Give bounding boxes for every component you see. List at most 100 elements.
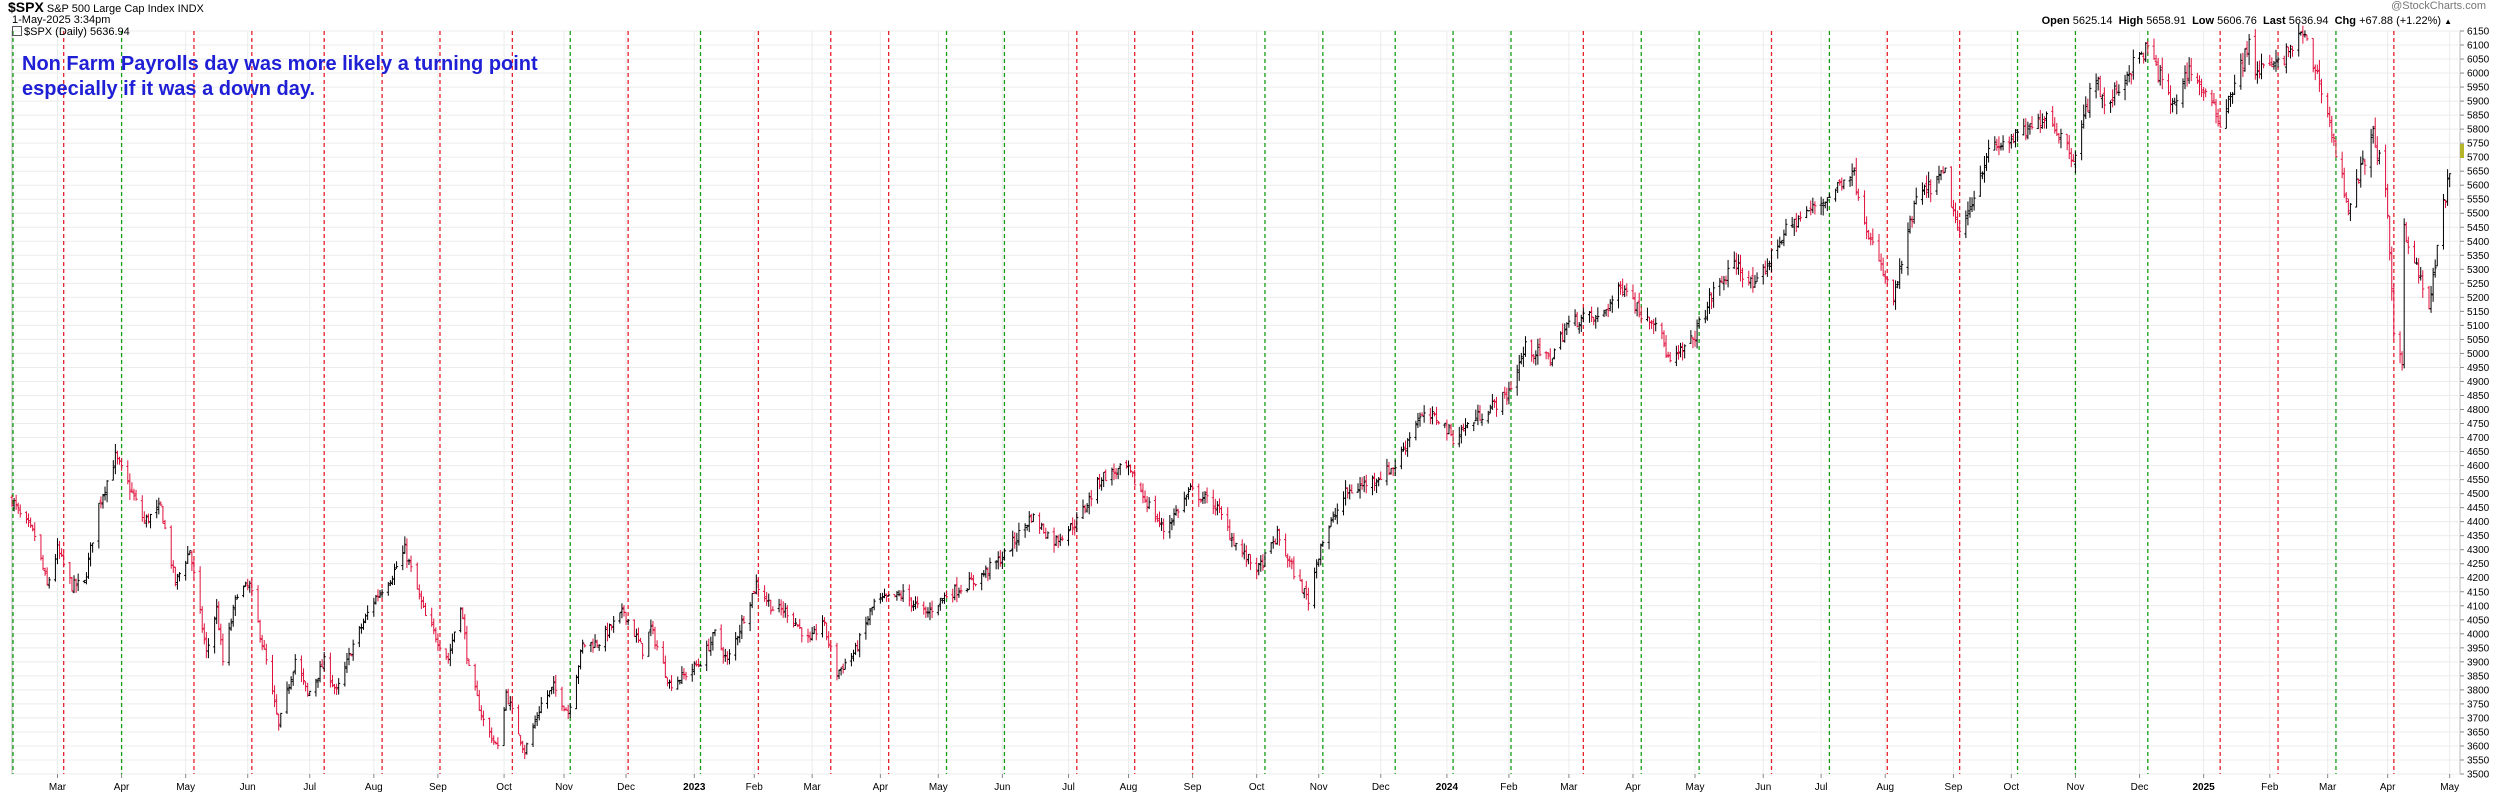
- y-tick-label: 3800: [2467, 685, 2490, 696]
- legend-text: $SPX (Daily) 5636.94: [24, 26, 130, 38]
- x-axis: Mar Apr May Jun Jul Aug Sep Oct Nov Dec 2023 Feb Mar…: [49, 774, 2459, 793]
- y-tick-label: 4150: [2467, 587, 2490, 598]
- last-value: 5636.94: [2288, 15, 2329, 27]
- y-tick-label: 5500: [2467, 209, 2490, 220]
- y-tick-label: 5100: [2467, 321, 2490, 332]
- high-label: High: [2118, 15, 2144, 27]
- x-tick-label: Nov: [555, 782, 573, 793]
- x-tick-label: May: [1686, 782, 1705, 793]
- x-tick-label: Mar: [804, 782, 822, 793]
- x-tick-label: Apr: [114, 782, 130, 793]
- annotation-line-1: Non Farm Payrolls day was more likely a …: [22, 53, 538, 75]
- y-tick-label: 3750: [2467, 699, 2490, 710]
- chart-datetime: 1-May-2025 3:34pm: [12, 14, 111, 26]
- y-tick-label: 6150: [2467, 27, 2490, 38]
- x-tick-label: May: [176, 782, 195, 793]
- y-tick-label: 4850: [2467, 391, 2490, 402]
- y-tick-label: 4000: [2467, 629, 2490, 640]
- y-tick-label: 4500: [2467, 489, 2490, 500]
- x-tick-label: Jul: [303, 782, 316, 793]
- y-tick-label: 5750: [2467, 139, 2490, 150]
- x-tick-label: 2023: [683, 782, 706, 793]
- annotation-note: Non Farm Payrolls day was more likely a …: [22, 52, 538, 102]
- y-tick-label: 3950: [2467, 643, 2490, 654]
- y-tick-label: 4050: [2467, 615, 2490, 626]
- y-tick-label: 4750: [2467, 419, 2490, 430]
- x-tick-label: Dec: [2131, 782, 2149, 793]
- y-tick-label: 5650: [2467, 167, 2490, 178]
- y-tick-label: 6100: [2467, 41, 2490, 52]
- y-tick-label: 3550: [2467, 755, 2490, 766]
- y-tick-label: 3850: [2467, 671, 2490, 682]
- x-tick-label: Mar: [49, 782, 67, 793]
- open-label: Open: [2041, 15, 2070, 27]
- y-tick-label: 4950: [2467, 363, 2490, 374]
- y-tick-label: 4900: [2467, 377, 2490, 388]
- y-tick-label: 5850: [2467, 111, 2490, 122]
- y-tick-label: 6000: [2467, 69, 2490, 80]
- x-tick-label: Nov: [1310, 782, 1328, 793]
- y-tick-label: 5000: [2467, 349, 2490, 360]
- y-tick-label: 4650: [2467, 447, 2490, 458]
- exchange: INDX: [177, 3, 204, 15]
- series-legend: $SPX (Daily) 5636.94: [12, 26, 130, 38]
- index-name: S&P 500 Large Cap Index: [46, 3, 175, 15]
- triangle-up-icon: ▲: [2444, 17, 2452, 26]
- chg-value: +67.88 (+1.22%): [2359, 15, 2442, 27]
- y-tick-label: 5950: [2467, 83, 2490, 94]
- symbol: $SPX: [8, 0, 44, 15]
- y-tick-label: 4200: [2467, 573, 2490, 584]
- chart-title: $SPX S&P 500 Large Cap Index INDX: [8, 0, 204, 15]
- y-tick-label: 4300: [2467, 545, 2490, 556]
- y-tick-label: 4250: [2467, 559, 2490, 570]
- x-tick-label: Jul: [1062, 782, 1075, 793]
- x-tick-label: Feb: [1500, 782, 1518, 793]
- y-tick-label: 6050: [2467, 55, 2490, 66]
- last-price-marker: [2460, 144, 2464, 158]
- x-tick-label: Mar: [1560, 782, 1578, 793]
- y-tick-label: 4700: [2467, 433, 2490, 444]
- x-tick-label: Aug: [365, 782, 383, 793]
- x-tick-label: Aug: [1120, 782, 1138, 793]
- y-tick-label: 4550: [2467, 475, 2490, 486]
- x-tick-label: Dec: [1372, 782, 1390, 793]
- y-tick-label: 5600: [2467, 181, 2490, 192]
- y-tick-label: 5150: [2467, 307, 2490, 318]
- plot-frame: [11, 30, 2461, 775]
- legend-icon: [12, 26, 22, 36]
- y-tick-label: 5700: [2467, 153, 2490, 164]
- y-tick-label: 5900: [2467, 97, 2490, 108]
- y-tick-label: 3900: [2467, 657, 2490, 668]
- y-tick-label: 4400: [2467, 517, 2490, 528]
- chg-label: Chg: [2334, 15, 2356, 27]
- y-tick-label: 5450: [2467, 223, 2490, 234]
- x-tick-label: Mar: [2319, 782, 2337, 793]
- y-tick-label: 4100: [2467, 601, 2490, 612]
- x-tick-label: Jun: [994, 782, 1010, 793]
- x-tick-label: Apr: [2380, 782, 2396, 793]
- x-tick-label: May: [2440, 782, 2459, 793]
- y-tick-label: 5200: [2467, 293, 2490, 304]
- y-axis: 3500 3550 3600 3650 3700 3750 3800 3850 3900 3950…: [2460, 27, 2490, 781]
- open-value: 5625.14: [2072, 15, 2113, 27]
- x-tick-label: Feb: [746, 782, 764, 793]
- x-tick-label: May: [929, 782, 948, 793]
- x-tick-label: Aug: [1876, 782, 1894, 793]
- x-tick-label: 2025: [2192, 782, 2215, 793]
- y-tick-label: 3600: [2467, 741, 2490, 752]
- x-tick-label: Jul: [1815, 782, 1828, 793]
- y-tick-label: 5550: [2467, 195, 2490, 206]
- y-tick-label: 5350: [2467, 251, 2490, 262]
- y-tick-label: 5250: [2467, 279, 2490, 290]
- x-tick-label: Oct: [496, 782, 512, 793]
- y-tick-label: 5400: [2467, 237, 2490, 248]
- low-value: 5606.76: [2217, 15, 2257, 27]
- quote-bar: Open 5625.14 High 5658.91 Low 5606.76 La…: [2042, 15, 2452, 27]
- y-tick-label: 4350: [2467, 531, 2490, 542]
- x-tick-label: Sep: [429, 782, 447, 793]
- x-tick-label: Jun: [240, 782, 256, 793]
- x-tick-label: Sep: [1184, 782, 1202, 793]
- x-tick-label: Feb: [2261, 782, 2279, 793]
- x-tick-label: Dec: [617, 782, 635, 793]
